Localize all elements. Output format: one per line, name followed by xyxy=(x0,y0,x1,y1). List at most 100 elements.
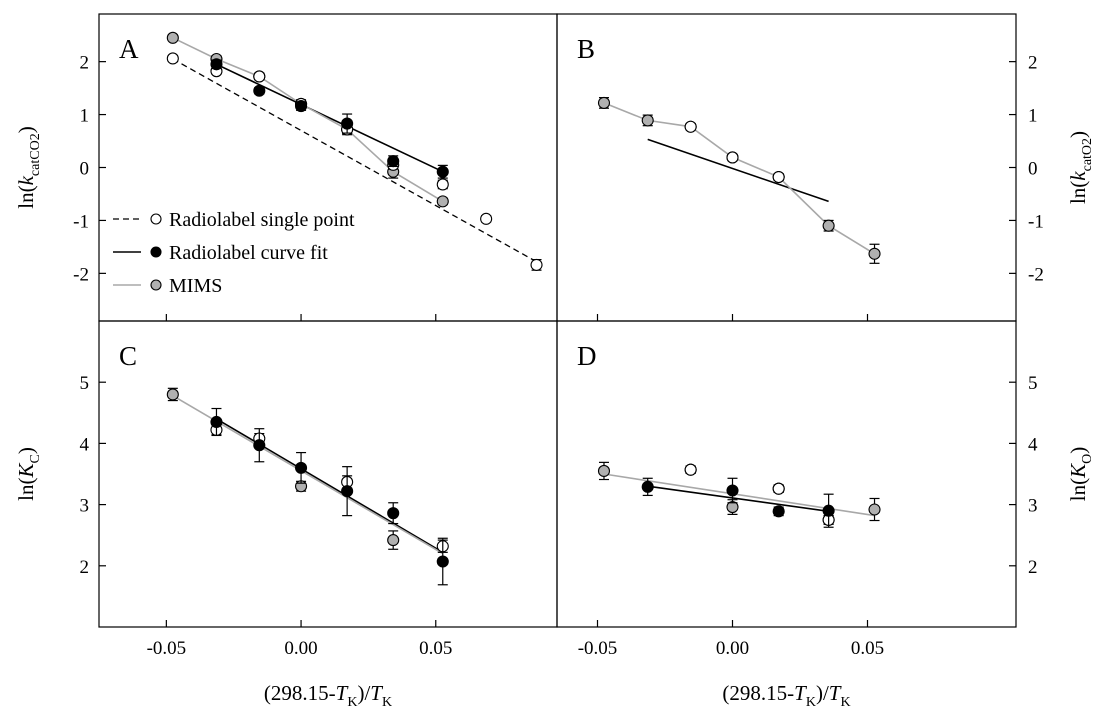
y-tick-label: -1 xyxy=(1028,211,1044,232)
data-point xyxy=(210,407,223,437)
axis-label-part: )/ xyxy=(816,681,829,705)
point-marker xyxy=(387,534,400,547)
panel-letter: C xyxy=(119,341,137,371)
y-tick-label: 0 xyxy=(80,159,90,180)
axis-label-part: ) xyxy=(14,126,38,133)
axis-label: (298.15-TK)/TK xyxy=(722,681,850,710)
point-marker xyxy=(641,114,654,127)
point-marker xyxy=(295,100,308,113)
data-point xyxy=(726,151,739,164)
point-marker xyxy=(387,507,400,520)
data-point xyxy=(641,114,654,127)
x-tick-label: 0.00 xyxy=(284,638,317,659)
point-marker xyxy=(436,195,449,208)
data-point xyxy=(210,58,223,71)
point-marker xyxy=(166,52,179,65)
axis-label-part: K xyxy=(14,463,38,479)
data-point xyxy=(822,219,835,232)
y-tick-label: -2 xyxy=(1028,264,1044,285)
point-marker xyxy=(341,485,354,498)
x-tick-label: 0.05 xyxy=(851,638,884,659)
x-tick-label: 0.00 xyxy=(716,638,749,659)
point-marker xyxy=(597,96,611,109)
data-point xyxy=(684,120,697,133)
axis-label-part: K xyxy=(382,695,392,710)
data-point xyxy=(253,70,266,83)
legend: Radiolabel single point Radiolabel curve … xyxy=(113,209,355,297)
data-point xyxy=(772,505,785,518)
point-marker xyxy=(684,463,697,476)
data-point xyxy=(597,96,611,109)
y-tick-label: 3 xyxy=(1028,496,1038,517)
data-point xyxy=(684,463,697,476)
data-point xyxy=(868,243,881,264)
data-point xyxy=(166,387,179,402)
data-point xyxy=(295,100,308,113)
point-marker xyxy=(387,155,400,168)
axis-label-part: T xyxy=(829,681,842,705)
data-point xyxy=(772,170,785,184)
legend-label: Radiolabel single point xyxy=(169,209,355,231)
axis-label-part: K xyxy=(840,695,850,710)
x-tick-label: 0.05 xyxy=(419,638,452,659)
point-marker xyxy=(295,461,308,474)
axis-label: (298.15-TK)/TK xyxy=(264,681,392,710)
point-marker xyxy=(166,31,179,44)
point-marker xyxy=(480,212,493,225)
legend-label: Radiolabel curve fit xyxy=(169,242,328,264)
data-point xyxy=(387,155,400,168)
point-marker xyxy=(253,84,266,97)
data-point xyxy=(726,477,739,504)
data-point xyxy=(772,482,785,495)
legend-swatch-marker xyxy=(150,246,162,258)
point-marker xyxy=(210,415,223,429)
y-tick-label: -1 xyxy=(73,211,89,232)
axis-label-part: catO2 xyxy=(1080,138,1095,171)
axis-label-part: ln( xyxy=(14,185,38,208)
axis-label-part: C xyxy=(28,454,43,463)
axis-label-part: ) xyxy=(14,447,38,454)
y-tick-label: 1 xyxy=(1028,106,1038,127)
data-point xyxy=(822,493,835,528)
axis-label: ln(kcatCO2) xyxy=(14,126,43,208)
data-point xyxy=(436,537,449,586)
point-marker xyxy=(726,484,739,497)
axis-label-part: )/ xyxy=(357,681,370,705)
point-marker xyxy=(166,388,179,401)
legend-label: MIMS xyxy=(169,275,222,297)
point-marker xyxy=(772,170,785,184)
axis-label-part: (298.15- xyxy=(722,681,794,705)
plot-frame xyxy=(98,320,558,628)
axis-label-part: K xyxy=(347,695,357,710)
legend-swatch-marker xyxy=(150,279,162,291)
point-marker xyxy=(436,555,449,568)
y-tick-label: 2 xyxy=(80,557,90,578)
y-tick-label: 0 xyxy=(1028,159,1038,180)
axis-label-part: K xyxy=(806,695,816,710)
point-marker xyxy=(436,165,449,178)
axis-label-part: ln( xyxy=(1066,181,1090,204)
panel-letter: D xyxy=(577,341,597,371)
data-point xyxy=(295,451,308,484)
data-point xyxy=(436,195,449,208)
data-point xyxy=(597,461,611,481)
y-tick-label: 4 xyxy=(80,434,90,455)
axis-label-part: k xyxy=(14,175,38,185)
plot-frame xyxy=(556,13,1017,322)
axis-label-part: k xyxy=(1066,171,1090,181)
data-point xyxy=(436,178,449,191)
data-point xyxy=(166,31,179,44)
point-marker xyxy=(436,178,449,191)
x-tick-label: -0.05 xyxy=(578,638,618,659)
data-point xyxy=(253,84,266,97)
plot-frame xyxy=(556,320,1017,628)
point-marker xyxy=(772,482,785,495)
axis-label-part: ln( xyxy=(1066,478,1090,501)
axis-label-part: (298.15- xyxy=(264,681,336,705)
point-marker xyxy=(822,219,835,232)
y-tick-label: 2 xyxy=(80,53,90,74)
point-marker xyxy=(210,58,223,71)
